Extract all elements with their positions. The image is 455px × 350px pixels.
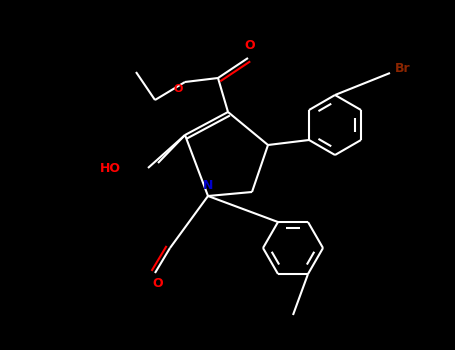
Text: HO: HO [100, 161, 121, 175]
Text: O: O [174, 84, 183, 94]
Text: O: O [245, 39, 255, 52]
Text: O: O [153, 277, 163, 290]
Text: Br: Br [395, 62, 410, 75]
Text: N: N [203, 179, 213, 192]
